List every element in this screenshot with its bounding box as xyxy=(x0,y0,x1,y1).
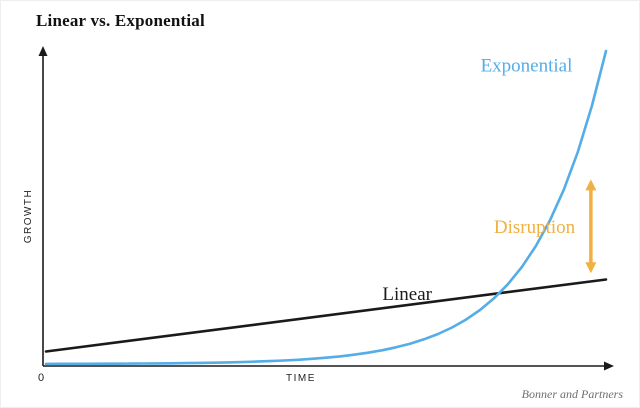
y-axis-label: GROWTH xyxy=(23,189,34,244)
disruption-arrow-top-head-icon xyxy=(585,179,597,191)
x-axis-label: TIME xyxy=(286,373,316,384)
series-label-linear: Linear xyxy=(382,284,432,305)
x-axis-arrowhead-icon xyxy=(604,361,614,371)
y-axis-arrowhead-icon xyxy=(38,46,48,56)
attribution: Bonner and Partners xyxy=(521,387,623,401)
series-exponential xyxy=(44,49,608,366)
disruption-label: Disruption xyxy=(494,217,576,238)
plot-layer: Linear Exponential Disruption xyxy=(44,49,608,366)
origin-label: 0 xyxy=(38,372,44,384)
chart-title: Linear vs. Exponential xyxy=(36,11,205,30)
disruption-arrow-bottom-head-icon xyxy=(585,262,597,274)
series-linear xyxy=(44,278,608,353)
series-label-exponential: Exponential xyxy=(481,55,573,76)
